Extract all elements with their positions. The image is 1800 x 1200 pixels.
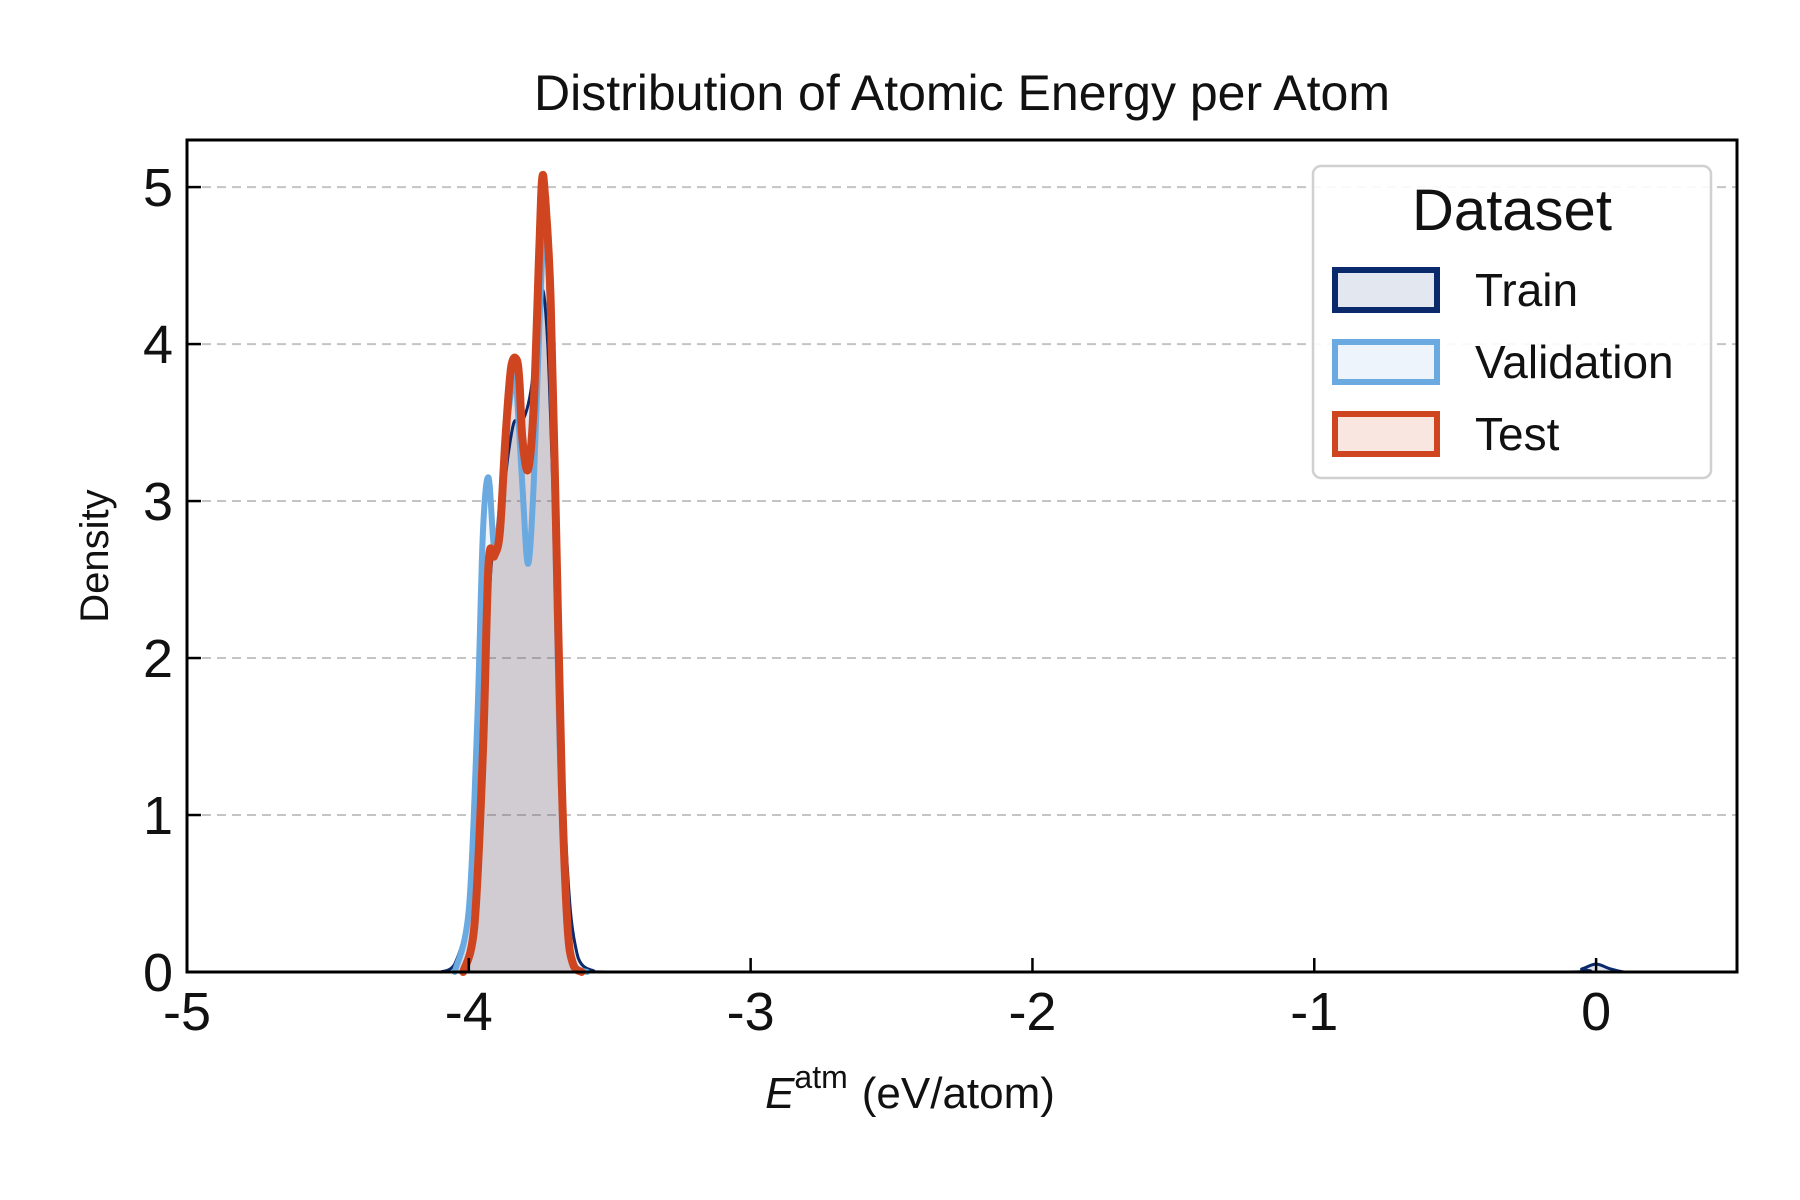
y-tick-label-1: 1 (143, 786, 173, 846)
y-tick-label-5: 5 (143, 158, 173, 218)
legend-label-test: Test (1475, 408, 1560, 460)
legend: Dataset Train Validation Test (1311, 164, 1713, 480)
series-fill-train (440, 289, 1639, 972)
x-axis-label-superscript: atm (794, 1059, 847, 1095)
ticks: -5 -4 -3 -2 -1 0 0 1 2 3 4 5 (143, 158, 1611, 1042)
legend-label-validation: Validation (1475, 336, 1674, 388)
legend-frame (1311, 164, 1713, 480)
series-line-test (459, 171, 586, 976)
x-tick-label-4: -1 (1290, 982, 1338, 1042)
x-tick-label-3: -2 (1008, 982, 1056, 1042)
legend-swatch-test (1332, 411, 1440, 457)
y-tick-label-0: 0 (143, 943, 173, 1003)
legend-entries: Train Validation Test (1332, 264, 1674, 460)
y-tick-label-3: 3 (143, 472, 173, 532)
y-tick-label-4: 4 (143, 315, 173, 375)
y-tick-label-2: 2 (143, 629, 173, 689)
x-axis-label-symbol: E (765, 1069, 795, 1118)
legend-swatch-train (1332, 267, 1440, 313)
x-tick-label-2: -3 (727, 982, 775, 1042)
x-tick-label-1: -4 (445, 982, 493, 1042)
legend-label-train: Train (1475, 264, 1578, 316)
series-layer (439, 171, 1640, 976)
legend-title: Dataset (1412, 178, 1612, 243)
x-tick-label-5: 0 (1581, 982, 1611, 1042)
chart-title: Distribution of Atomic Energy per Atom (534, 65, 1390, 121)
x-axis-label-unit: (eV/atom) (862, 1069, 1055, 1118)
plot-frame (185, 138, 1739, 974)
x-tick-label-0: -5 (163, 982, 211, 1042)
legend-swatch-validation (1332, 339, 1440, 385)
y-axis-label: Density (73, 489, 117, 622)
x-axis-label: Eatm (eV/atom) (765, 1059, 1055, 1118)
series-fill-validation (454, 195, 588, 973)
